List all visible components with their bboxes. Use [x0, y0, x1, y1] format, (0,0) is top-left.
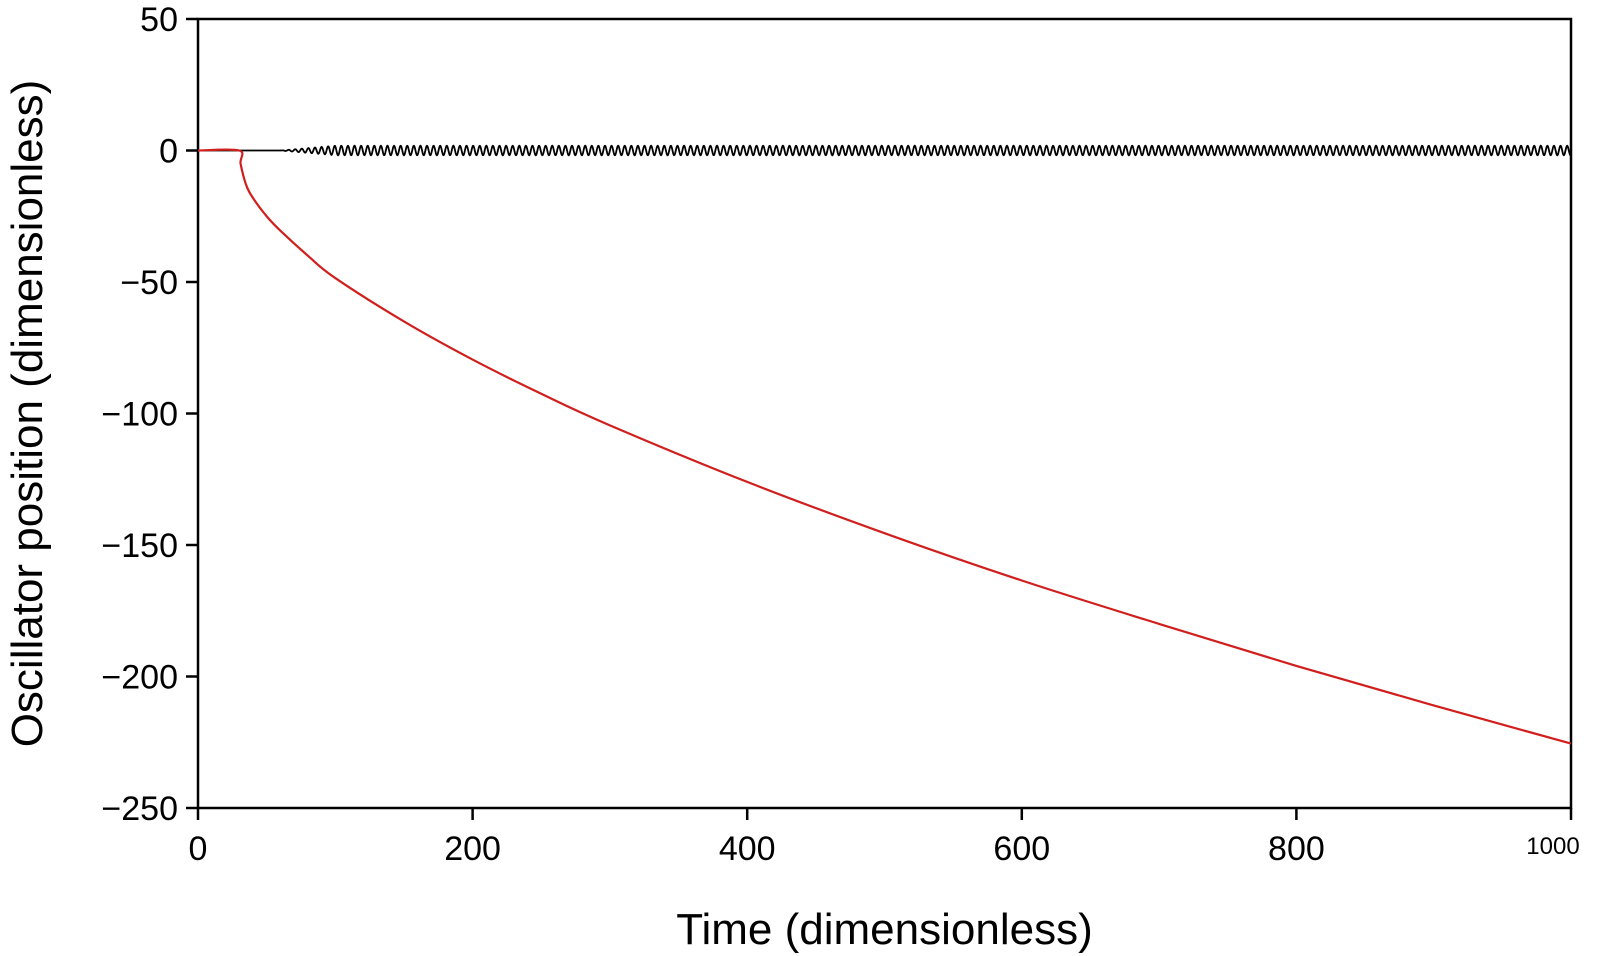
plot-area [196, 17, 1573, 810]
y-tick-label: −50 [120, 264, 178, 302]
x-tick-label: 1000 [1526, 833, 1579, 860]
x-axis-title: Time (dimensionless) [676, 905, 1092, 954]
y-axis-title: Oscillator position (dimensionless) [3, 80, 52, 748]
series-decay-line [197, 148, 1572, 745]
y-axis: 50 0 −50 −100 −150 −200 −250 [101, 1, 198, 828]
x-tick-label: 400 [719, 830, 776, 868]
y-tick-label: −150 [101, 527, 178, 565]
plot-frame [196, 17, 1573, 810]
y-tick-label: −200 [101, 659, 178, 697]
series-oscillating-line [198, 144, 1572, 157]
x-tick-label: 200 [444, 830, 501, 868]
y-tick-label: −250 [101, 790, 178, 828]
y-tick-label: 0 [159, 133, 178, 171]
y-tick-label: 50 [140, 1, 178, 39]
x-axis: 0 200 400 600 800 1000 [189, 808, 1580, 868]
x-tick-label: 600 [993, 830, 1050, 868]
x-tick-label: 0 [189, 830, 208, 868]
x-tick-label: 800 [1268, 830, 1325, 868]
series-layer [197, 144, 1572, 745]
y-tick-label: −100 [101, 396, 178, 434]
